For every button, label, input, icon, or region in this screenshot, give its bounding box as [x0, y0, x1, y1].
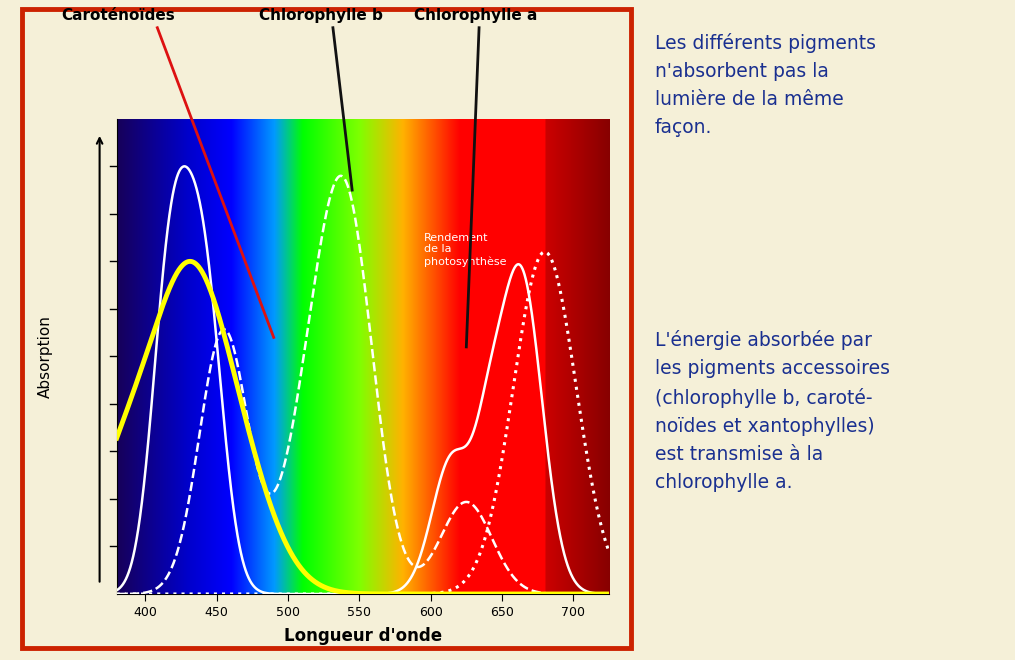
X-axis label: Longueur d'onde: Longueur d'onde: [284, 627, 442, 645]
Text: Les différents pigments
n'absorbent pas la
lumière de la même
façon.: Les différents pigments n'absorbent pas …: [655, 33, 876, 137]
Text: Caroténoïdes: Caroténoïdes: [61, 8, 175, 23]
Text: L'énergie absorbée par
les pigments accessoires
(chlorophylle b, caroté-
noïdes : L'énergie absorbée par les pigments acce…: [655, 330, 890, 492]
Text: Absorption: Absorption: [39, 315, 53, 398]
Text: Rendement
de la
photosynthèse: Rendement de la photosynthèse: [423, 233, 506, 267]
Text: Chlorophylle a: Chlorophylle a: [414, 8, 538, 23]
Text: Chlorophylle b: Chlorophylle b: [259, 8, 383, 23]
